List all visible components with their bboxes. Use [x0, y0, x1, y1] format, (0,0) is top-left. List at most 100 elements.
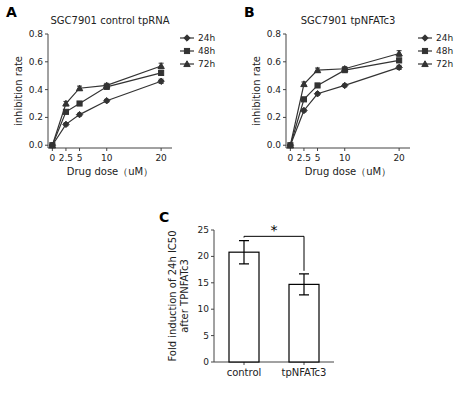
y-axis-label: inhibition rate — [13, 56, 24, 126]
panel: SGC7901 tpNFATc30.00.20.40.60.802.551020… — [244, 4, 453, 177]
y-tick-label: 0.6 — [29, 57, 44, 67]
x-axis-label: Drug dose（uM） — [67, 166, 153, 177]
panel: SGC7901 control tpRNA0.00.20.40.60.802.5… — [6, 4, 215, 177]
data-point — [396, 64, 402, 70]
legend: 24h 48h 72h — [180, 33, 215, 69]
data-point — [288, 143, 293, 148]
x-axis-line — [48, 148, 172, 149]
x-tick — [317, 148, 318, 151]
legend-label: 48h — [198, 46, 215, 56]
y-tick-label: 0 — [203, 357, 209, 367]
data-point — [314, 91, 320, 97]
error-bar — [159, 71, 164, 75]
data-point — [287, 142, 293, 148]
y-tick-label: 0.8 — [29, 29, 44, 39]
y-axis-label-line: inhibition rate — [251, 56, 262, 126]
error-bar — [159, 63, 164, 69]
data-point — [287, 142, 293, 148]
data-point — [63, 121, 69, 127]
x-tick — [303, 148, 304, 151]
x-tick-label: 20 — [155, 153, 167, 163]
plot-area — [229, 241, 319, 362]
y-tick-label: 0.2 — [267, 112, 281, 122]
legend-swatch-marker — [422, 35, 428, 41]
data-point — [342, 66, 348, 72]
series-line — [290, 67, 399, 145]
y-axis-line — [214, 230, 215, 362]
data-point — [314, 67, 320, 73]
legend-item: 72h — [180, 59, 215, 69]
x-tick-label: 0 — [49, 153, 55, 163]
legend-swatch-marker — [184, 61, 190, 67]
data-point — [301, 81, 307, 87]
data-point — [104, 82, 110, 88]
x-tick — [399, 148, 400, 151]
series-line — [52, 73, 161, 145]
error-bar — [397, 51, 402, 57]
series-line — [290, 53, 399, 145]
bar — [229, 252, 259, 362]
y-tick-label: 0.4 — [267, 85, 282, 95]
legend-item: 48h — [180, 46, 215, 56]
significance-bracket — [244, 236, 304, 270]
legend-item: 24h — [418, 33, 453, 43]
error-bar — [397, 58, 402, 62]
error-bar — [299, 274, 309, 295]
x-tick — [106, 148, 107, 151]
x-tick-label: 20 — [393, 153, 405, 163]
x-tick-label: 2.5 — [297, 153, 311, 163]
series-line — [52, 81, 161, 145]
data-point — [159, 70, 164, 75]
y-tick-label: 0.8 — [267, 29, 282, 39]
legend-item: 24h — [180, 33, 215, 43]
data-point — [76, 85, 82, 91]
error-bar — [239, 241, 249, 264]
legend-item: 48h — [418, 46, 453, 56]
y-tick-label: 10 — [198, 304, 210, 314]
x-tick-label: control — [227, 367, 262, 378]
legend-swatch-marker — [184, 48, 189, 53]
x-tick — [79, 148, 80, 151]
x-tick — [161, 148, 162, 151]
panel-title: SGC7901 control tpRNA — [50, 15, 169, 26]
legend-label: 48h — [436, 46, 453, 56]
x-axis-label: Drug dose（uM） — [305, 166, 391, 177]
data-point — [158, 63, 164, 69]
x-tick-label: 2.5 — [59, 153, 73, 163]
x-tick-label: 0 — [287, 153, 293, 163]
data-point — [396, 50, 402, 56]
x-tick-label: 5 — [77, 153, 83, 163]
legend-item: 72h — [418, 59, 453, 69]
panel-title: SGC7901 tpNFATc3 — [301, 15, 396, 26]
figure: SGC7901 control tpRNA 0.0 0.2 0.4 0.6 0.8 0 2.5… — [0, 0, 474, 401]
series-line — [52, 66, 161, 145]
y-tick-label: 20 — [198, 251, 210, 261]
legend-label: 72h — [198, 59, 215, 69]
y-axis-label-line: inhibition rate — [13, 56, 24, 126]
plot-area — [49, 63, 164, 149]
x-tick-label: tpNFATc3 — [282, 367, 327, 378]
data-point — [77, 101, 82, 106]
y-tick-label: 15 — [198, 278, 209, 288]
legend: 24h 48h 72h — [418, 33, 453, 69]
panel-label: A — [6, 4, 17, 20]
x-tick — [65, 148, 66, 151]
y-tick-label: 5 — [203, 331, 209, 341]
data-point — [301, 97, 306, 102]
legend-label: 24h — [198, 33, 215, 43]
bar — [289, 284, 319, 362]
panel: 0510152025controltpNFATc3Fold induction … — [159, 209, 334, 378]
series-line — [290, 60, 399, 145]
data-point — [104, 98, 110, 104]
y-tick-label: 0.0 — [29, 140, 44, 150]
plot-area — [287, 50, 402, 148]
data-point — [63, 100, 69, 106]
y-tick-label: 0.4 — [29, 85, 44, 95]
panel-label: B — [244, 4, 255, 20]
y-axis-label-line: Fold induction of 24h IC50 — [167, 230, 178, 361]
x-tick — [344, 148, 345, 151]
data-point — [158, 78, 164, 84]
data-point — [76, 111, 82, 117]
legend-label: 72h — [436, 59, 453, 69]
y-tick-label: 0.0 — [267, 140, 282, 150]
